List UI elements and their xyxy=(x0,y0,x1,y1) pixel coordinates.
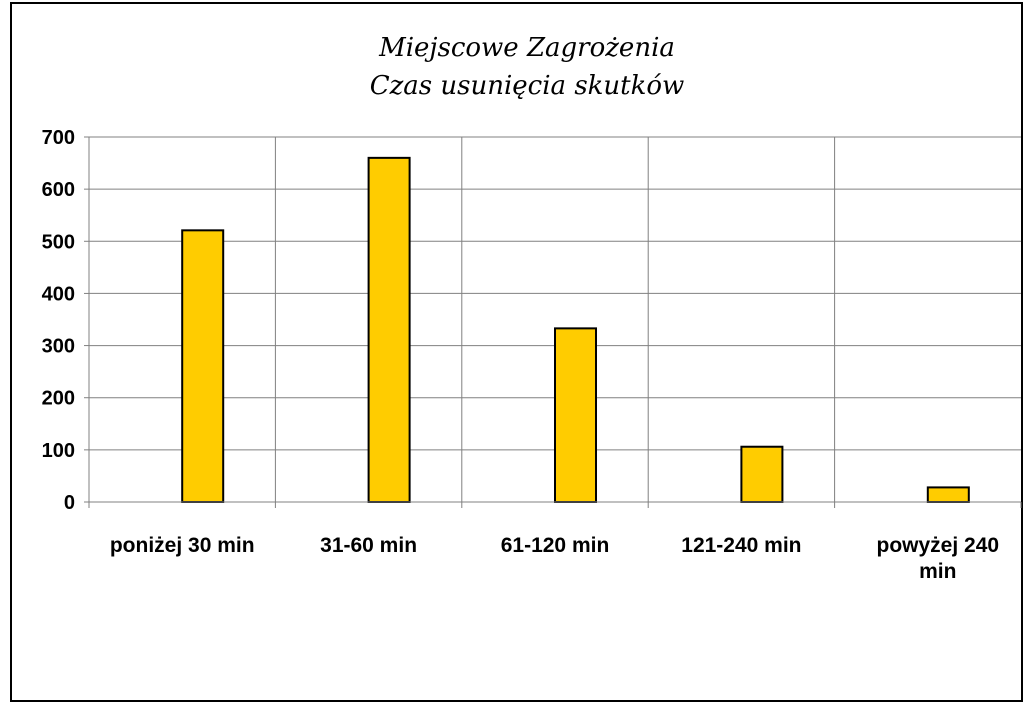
chart-title-line-2: Czas usunięcia skutków xyxy=(370,71,685,101)
x-category-label: powyżej 240 xyxy=(877,534,1000,557)
axes xyxy=(84,136,1022,508)
y-tick-label: 300 xyxy=(42,336,75,358)
bars xyxy=(181,156,970,504)
x-category-label: 121-240 min xyxy=(681,534,801,557)
x-category-labels: poniżej 30 min 31-60 min 61-120 min 121-240… xyxy=(110,534,999,583)
y-tick-labels: 0 100 200 300 400 500 600 700 xyxy=(42,127,75,514)
x-category-label: min xyxy=(919,560,956,583)
x-category-label: 31-60 min xyxy=(320,534,417,557)
x-category-label: 61-120 min xyxy=(501,534,610,557)
y-tick-label: 100 xyxy=(42,440,75,462)
bar xyxy=(740,445,784,504)
chart-frame xyxy=(10,2,1023,702)
bar xyxy=(367,156,411,503)
y-tick-label: 700 xyxy=(42,127,75,149)
y-tick-label: 200 xyxy=(42,388,75,410)
bar xyxy=(181,229,225,503)
y-tick-label: 0 xyxy=(64,492,75,514)
bar xyxy=(554,327,598,503)
y-tick-label: 500 xyxy=(42,231,75,253)
y-tick-label: 400 xyxy=(42,283,75,305)
grid xyxy=(89,136,1021,502)
bar xyxy=(926,486,970,503)
y-tick-label: 600 xyxy=(42,179,75,201)
x-category-label: poniżej 30 min xyxy=(110,534,255,557)
chart-title: Miejscowe Zagrożenia Czas usunięcia skut… xyxy=(370,33,685,101)
chart-title-line-1: Miejscowe Zagrożenia xyxy=(378,33,675,63)
